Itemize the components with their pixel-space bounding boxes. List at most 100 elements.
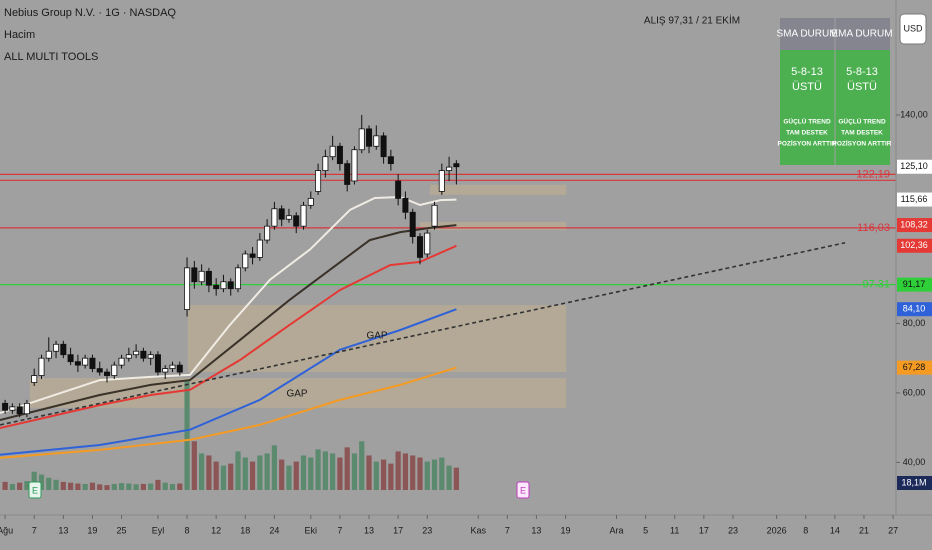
- price-badge: [897, 192, 932, 207]
- volume-bar: [249, 461, 256, 490]
- x-tick-label: 17: [393, 525, 403, 535]
- volume-bar: [148, 483, 154, 490]
- price-badge-label: 84,10: [903, 304, 926, 314]
- zone: [419, 221, 567, 230]
- x-tick-label: Ağu: [0, 525, 13, 535]
- price-badge-label: 102,36: [900, 240, 928, 250]
- volume-bar: [24, 481, 30, 490]
- volume-bar: [351, 453, 358, 490]
- indicator-line: [0, 244, 457, 429]
- volume-bar: [162, 482, 168, 490]
- indicator-label: ALL MULTI TOOLS: [4, 51, 98, 63]
- y-tick-label: 80,00: [903, 318, 926, 328]
- volume-badge: 18,1M: [901, 477, 926, 487]
- candle-body: [53, 343, 60, 352]
- price-badge: [897, 476, 932, 490]
- price-badge-label: 125,10: [900, 161, 928, 171]
- table-cell: TAM DESTEK: [786, 130, 828, 137]
- volume-bar: [344, 447, 350, 490]
- candle-body: [271, 208, 278, 227]
- x-tick-label: 8: [803, 525, 808, 535]
- price-badge: [897, 238, 932, 253]
- indicator-line: [0, 308, 457, 456]
- currency-label: USD: [903, 23, 923, 33]
- volume-bar: [31, 471, 37, 490]
- candle-body: [315, 170, 322, 192]
- candle-body: [424, 232, 431, 255]
- candle-body: [38, 357, 45, 376]
- candle-body: [256, 239, 263, 258]
- volume-bar: [330, 453, 336, 490]
- candle-body: [147, 354, 154, 359]
- x-tick-label: 13: [58, 525, 68, 535]
- volume-bar: [380, 459, 387, 490]
- candle-body: [264, 225, 271, 241]
- x-tick-label: 25: [117, 525, 127, 535]
- candle-body: [395, 180, 402, 199]
- candle-body: [191, 267, 198, 283]
- volume-bar: [68, 482, 74, 490]
- volume-bar: [359, 441, 365, 490]
- x-tick-label: 23: [728, 525, 738, 535]
- volume-bar: [439, 457, 445, 490]
- price-line-label: 116,03: [857, 222, 890, 234]
- currency-button[interactable]: [899, 13, 927, 45]
- x-tick-label: 14: [830, 525, 840, 535]
- volume-bar: [177, 483, 183, 490]
- volume-bar: [242, 457, 248, 490]
- volume-bar: [293, 461, 299, 490]
- indicator-line: [0, 195, 457, 415]
- volume-bar: [111, 483, 117, 490]
- candle-body: [67, 354, 74, 363]
- table-cell: ÜSTÜ: [792, 81, 822, 93]
- volume-bar: [206, 455, 212, 490]
- candle-body: [140, 350, 147, 359]
- volume-bar: [337, 457, 343, 490]
- y-tick-label: 60,00: [903, 387, 926, 397]
- event-marker[interactable]: [28, 481, 42, 499]
- volume-bar: [140, 483, 146, 490]
- x-tick-label: 11: [670, 525, 679, 535]
- volume-bar: [315, 449, 321, 490]
- candle-body: [438, 170, 445, 192]
- y-tick-label: 40,00: [903, 457, 926, 467]
- candle-body: [453, 163, 460, 168]
- candle-body: [96, 368, 103, 373]
- price-line-label: 97.31: [862, 279, 890, 291]
- candle-body: [118, 357, 125, 366]
- volume-bar: [424, 461, 430, 490]
- candle-body: [89, 357, 96, 370]
- price-badge-label: 67,28: [903, 362, 926, 372]
- table-header-text: EMA DURUM: [831, 29, 892, 40]
- candle-body: [300, 204, 307, 227]
- x-tick-label: 23: [422, 525, 432, 535]
- table-cell: POZİSYON ARTTIR: [833, 140, 892, 148]
- volume-bar: [104, 485, 110, 490]
- volume-bar: [322, 451, 328, 490]
- volume-bar: [395, 451, 401, 490]
- volume-bar: [191, 441, 197, 490]
- indicator-line: [0, 366, 457, 459]
- price-badge-label: 108,32: [900, 219, 928, 229]
- candle-body: [336, 145, 343, 165]
- candle-body: [60, 343, 67, 356]
- event-marker[interactable]: [516, 481, 530, 499]
- volume-bar: [446, 465, 452, 490]
- top-note: ALIŞ 97,31 / 21 EKİM: [644, 14, 740, 27]
- volume-bar: [264, 453, 270, 490]
- annotation: GAP: [286, 389, 307, 400]
- volume-bar: [169, 483, 176, 490]
- candle-body: [242, 253, 249, 269]
- x-tick-label: 19: [87, 525, 97, 535]
- volume-bar: [75, 483, 81, 490]
- candle-body: [373, 135, 380, 147]
- candle-body: [431, 204, 438, 227]
- volume-bar: [228, 463, 234, 490]
- price-badge-label: 91,17: [903, 279, 926, 289]
- event-label: E: [32, 485, 38, 495]
- candle-body: [82, 357, 89, 366]
- candle-body: [162, 368, 169, 373]
- candle-body: [198, 270, 205, 283]
- x-tick-label: 13: [364, 525, 374, 535]
